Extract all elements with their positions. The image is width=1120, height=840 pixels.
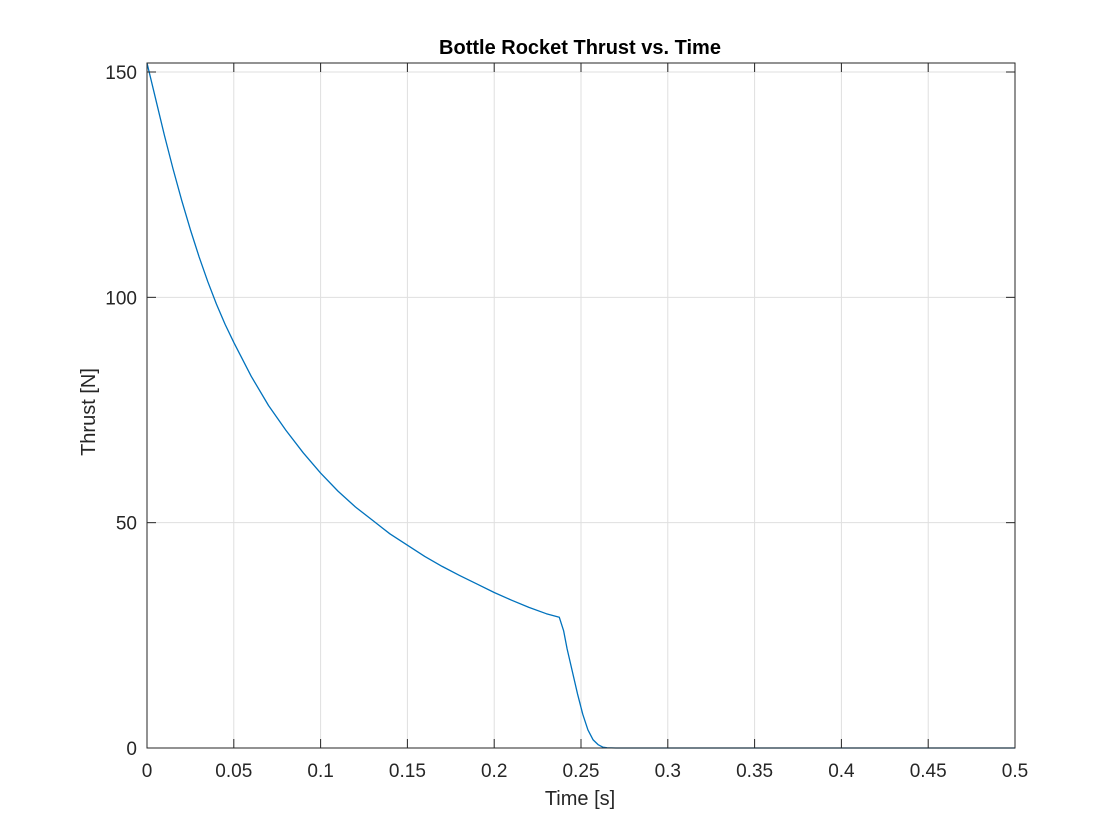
- y-tick-label: 100: [105, 288, 137, 309]
- series-lines: [146, 62, 1015, 749]
- x-tick-label: 0.4: [828, 761, 855, 782]
- x-tick-label: 0.05: [215, 761, 252, 782]
- x-tick-label: 0.5: [1002, 761, 1028, 782]
- chart-title: Bottle Rocket Thrust vs. Time: [439, 37, 721, 59]
- y-axis-label: Thrust [N]: [78, 368, 100, 456]
- x-tick-label: 0.3: [655, 761, 681, 782]
- y-ticks: 0 50 100 150: [105, 63, 1015, 760]
- x-tick-label: 0.35: [736, 761, 773, 782]
- x-tick-label: 0.15: [389, 761, 426, 782]
- x-tick-label: 0.2: [481, 761, 507, 782]
- y-tick-label: 50: [116, 514, 137, 535]
- x-tick-label: 0.25: [563, 761, 600, 782]
- x-tick-label: 0.45: [910, 761, 947, 782]
- x-tick-label: 0: [142, 761, 153, 782]
- series-line: [146, 62, 1015, 749]
- x-axis-label: Time [s]: [545, 788, 615, 810]
- x-ticks: 0 0.05 0.1 0.15 0.2 0.25 0.3 0.35 0.4 0.45 0.5: [142, 63, 1028, 782]
- x-tick-label: 0.1: [307, 761, 333, 782]
- y-tick-label: 0: [126, 739, 137, 760]
- y-tick-label: 150: [105, 63, 137, 84]
